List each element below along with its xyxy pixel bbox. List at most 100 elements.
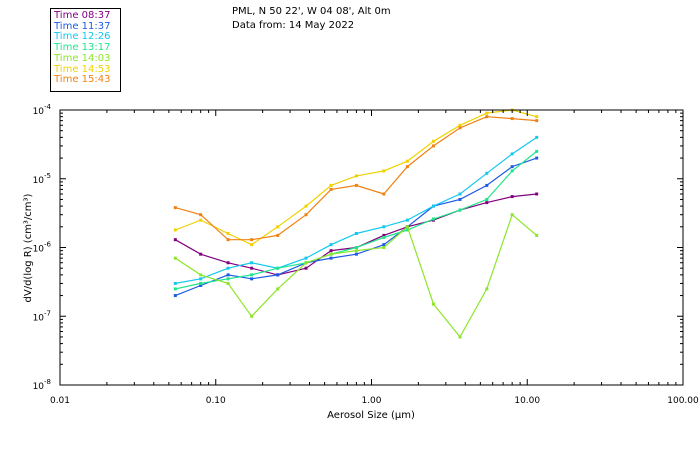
chart-header: PML, N 50 22', W 04 08', Alt 0m Data fro…	[232, 5, 391, 33]
data-point	[382, 169, 386, 173]
data-point	[304, 213, 308, 217]
data-point	[431, 217, 435, 221]
x-tick-label: 0.01	[50, 396, 70, 406]
data-point	[329, 249, 333, 253]
x-axis-title: Aerosol Size (μm)	[327, 410, 415, 421]
data-point	[329, 256, 333, 260]
data-point	[535, 115, 539, 119]
data-point	[510, 117, 514, 121]
legend-entry: Time 14:53	[54, 63, 111, 75]
data-point	[250, 314, 254, 318]
data-point	[226, 266, 230, 270]
data-point	[458, 208, 462, 212]
data-point	[226, 238, 230, 242]
plot-frame	[59, 109, 684, 386]
data-point	[250, 261, 254, 265]
y-tick-label: 10-8	[33, 378, 51, 392]
data-point	[354, 183, 358, 187]
data-point	[405, 218, 409, 222]
data-point	[485, 197, 489, 201]
data-point	[226, 281, 230, 285]
data-point	[510, 213, 514, 217]
data-point	[226, 273, 230, 277]
data-point	[226, 261, 230, 265]
data-point	[329, 187, 333, 191]
date-text: Data from: 14 May 2022	[232, 20, 355, 31]
data-point	[405, 225, 409, 229]
data-point	[431, 144, 435, 148]
data-point	[250, 238, 254, 242]
data-point	[535, 135, 539, 139]
data-point	[226, 231, 230, 235]
legend-entry: Time 12:26	[54, 31, 111, 43]
series-line	[175, 116, 537, 241]
data-point	[173, 238, 177, 242]
data-point	[250, 266, 254, 270]
data-point	[458, 335, 462, 339]
data-point	[458, 192, 462, 196]
data-point	[535, 233, 539, 237]
data-point	[510, 152, 514, 156]
data-point	[304, 261, 308, 265]
data-point	[431, 302, 435, 306]
legend-entry: Time 11:37	[54, 20, 111, 32]
legend: Time 08:37 Time 11:37 Time 12:26 Time 13…	[50, 8, 121, 92]
data-point	[199, 277, 203, 281]
data-point	[250, 277, 254, 281]
location-text: PML, N 50 22', W 04 08', Alt 0m	[232, 6, 391, 17]
data-point	[276, 233, 280, 237]
data-point	[276, 266, 280, 270]
data-point	[354, 174, 358, 178]
data-point	[485, 171, 489, 175]
data-point	[535, 156, 539, 160]
data-point	[199, 273, 203, 277]
data-point	[173, 281, 177, 285]
data-point	[199, 284, 203, 288]
data-point	[173, 294, 177, 298]
data-point	[354, 252, 358, 256]
data-point	[382, 235, 386, 239]
data-point	[199, 281, 203, 285]
data-point	[382, 192, 386, 196]
data-point	[510, 195, 514, 199]
data-point	[199, 213, 203, 217]
data-point	[354, 231, 358, 235]
x-tick-label: 10.00	[514, 396, 540, 406]
data-point	[329, 243, 333, 247]
data-point	[431, 204, 435, 208]
data-point	[173, 206, 177, 210]
y-tick-label: 10-4	[33, 103, 52, 117]
data-point	[510, 169, 514, 173]
data-point	[226, 277, 230, 281]
data-point	[354, 246, 358, 249]
y-tick-label: 10-7	[33, 309, 51, 323]
data-point	[329, 252, 333, 256]
data-point	[535, 149, 539, 153]
data-point	[304, 256, 308, 260]
data-point	[382, 233, 386, 237]
data-point	[485, 115, 489, 119]
data-point	[250, 273, 254, 277]
data-point	[250, 243, 254, 247]
data-point	[485, 183, 489, 187]
data-point	[485, 287, 489, 291]
data-point	[485, 201, 489, 205]
data-point	[405, 165, 409, 169]
data-point	[329, 183, 333, 187]
data-point	[458, 123, 462, 127]
data-point	[405, 159, 409, 163]
data-point	[304, 204, 308, 208]
data-point	[173, 287, 177, 291]
data-point	[535, 119, 539, 123]
data-point	[276, 273, 280, 277]
data-point	[382, 246, 386, 249]
data-point	[276, 225, 280, 229]
data-point	[535, 192, 539, 196]
data-point	[458, 126, 462, 130]
data-point	[382, 225, 386, 229]
data-point	[276, 287, 280, 291]
data-point	[199, 252, 203, 256]
data-point	[199, 218, 203, 222]
legend-entry: Time 15:43	[54, 74, 111, 86]
